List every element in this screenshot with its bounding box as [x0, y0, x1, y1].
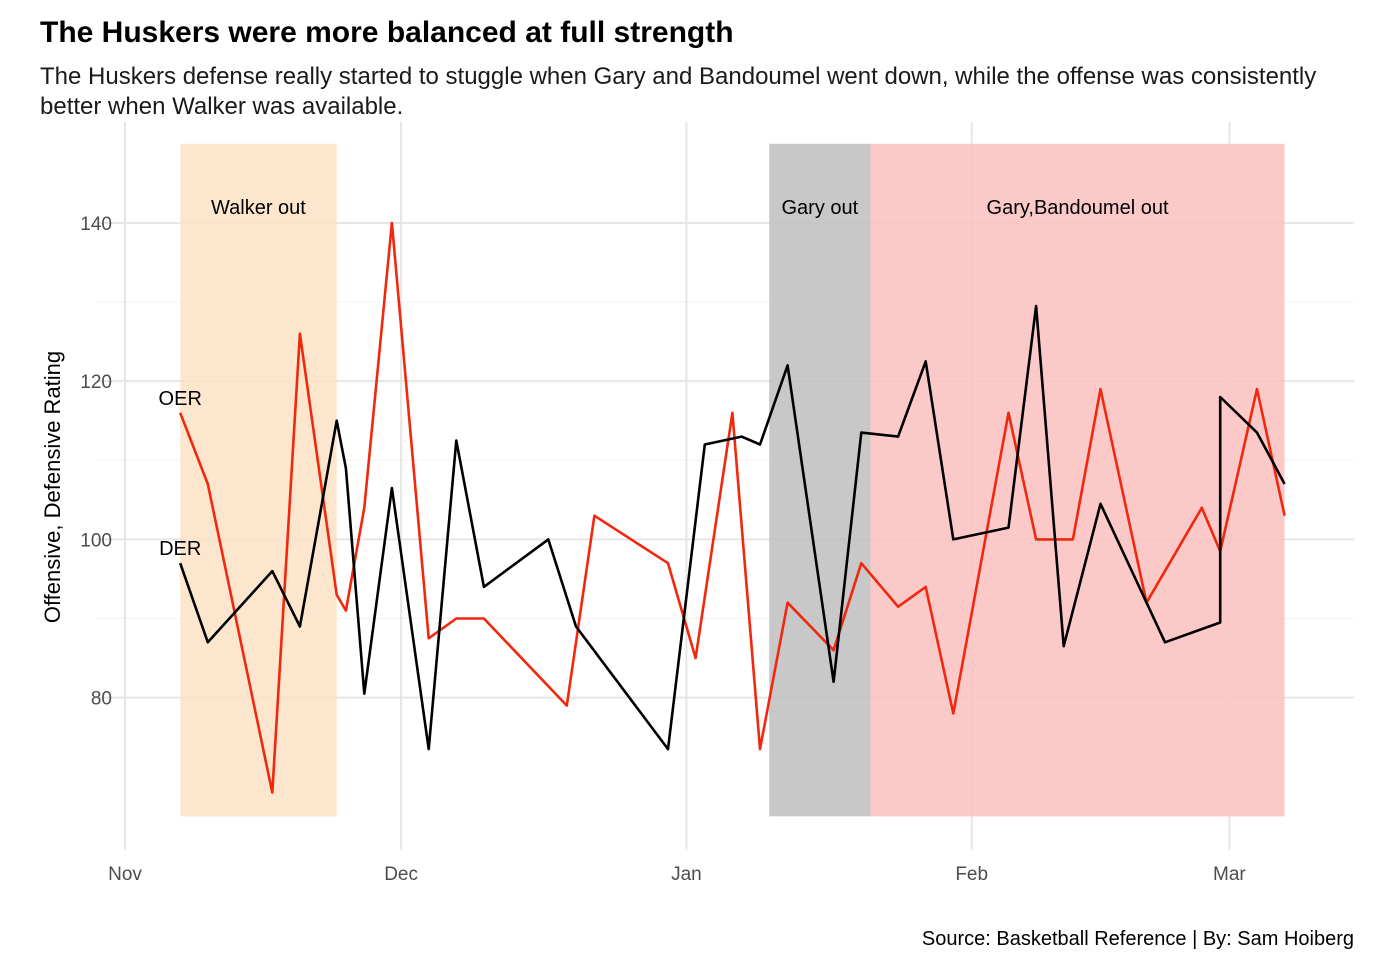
data-point-der: [1256, 431, 1258, 433]
series-line-der: [178, 304, 1286, 751]
data-point-oer: [428, 637, 430, 639]
period-label: Gary,Bandoumel out: [987, 197, 1169, 219]
data-point-oer: [1201, 507, 1203, 509]
y-tick-label: 120: [80, 372, 112, 393]
data-point-oer: [731, 412, 733, 414]
data-point-der: [335, 420, 337, 422]
data-point-der: [1283, 483, 1285, 485]
data-point-der: [179, 562, 181, 564]
x-tick-label: Dec: [384, 864, 418, 885]
data-point-der: [455, 439, 457, 441]
shaded-period: [870, 143, 1285, 817]
x-tick-label: Feb: [955, 864, 988, 885]
x-tick-label: Nov: [108, 864, 142, 885]
data-point-oer: [860, 562, 862, 564]
data-point-oer: [924, 586, 926, 588]
data-point-oer: [207, 483, 209, 485]
series-label-oer: OER: [159, 388, 202, 410]
data-point-der: [207, 641, 209, 643]
data-point-oer: [1283, 514, 1285, 516]
data-point-der: [740, 435, 742, 437]
data-point-oer: [1099, 388, 1101, 390]
data-point-der: [391, 487, 393, 489]
data-point-der: [897, 435, 899, 437]
data-point-oer: [1256, 388, 1258, 390]
y-tick-label: 100: [80, 530, 112, 551]
chart-subtitle: The Huskers defense really started to st…: [40, 63, 1317, 120]
data-point-oer: [391, 222, 393, 224]
y-axis-label: Offensive, Defensive Rating: [40, 351, 65, 623]
data-point-der: [428, 748, 430, 750]
data-point-oer: [759, 748, 761, 750]
data-point-oer: [832, 649, 834, 651]
x-tick-label: Jan: [671, 864, 702, 885]
data-point-oer: [335, 594, 337, 596]
data-point-oer: [952, 712, 954, 714]
shaded-periods: [180, 143, 1285, 817]
source-caption: Source: Basketball Reference | By: Sam H…: [921, 928, 1354, 950]
data-point-oer: [455, 617, 457, 619]
data-point-der: [1164, 641, 1166, 643]
data-point-oer: [566, 704, 568, 706]
data-point-der: [1007, 526, 1009, 528]
data-point-der: [704, 443, 706, 445]
data-point-der: [363, 693, 365, 695]
data-point-der: [1035, 305, 1037, 307]
y-tick-label: 80: [91, 689, 112, 710]
data-point-oer: [694, 657, 696, 659]
x-tick-label: Mar: [1213, 864, 1246, 885]
data-point-der: [667, 748, 669, 750]
period-label: Gary out: [781, 197, 858, 219]
data-point-oer: [271, 791, 273, 793]
data-point-oer: [179, 412, 181, 414]
data-point-der: [860, 431, 862, 433]
series-lines: [178, 221, 1286, 794]
data-point-der: [1099, 503, 1101, 505]
data-point-der: [924, 360, 926, 362]
data-point-oer: [593, 514, 595, 516]
data-point-oer: [345, 609, 347, 611]
data-point-der: [1063, 645, 1065, 647]
axes: 80 100 120 140 Nov Dec Jan Feb Mar: [80, 214, 1246, 885]
chart-title: The Huskers were more balanced at full s…: [40, 16, 734, 49]
data-point-der: [271, 570, 273, 572]
y-tick-label: 140: [80, 214, 112, 235]
data-point-oer: [897, 605, 899, 607]
data-point-der: [483, 586, 485, 588]
data-point-der: [575, 625, 577, 627]
shaded-period: [180, 143, 337, 817]
data-point-oer: [299, 333, 301, 335]
series-line-oer: [178, 221, 1286, 794]
data-point-der: [1219, 621, 1221, 623]
annotations: Walker out Gary out Gary,Bandoumel out OER D…: [159, 197, 1169, 560]
data-point-oer: [1007, 412, 1009, 414]
data-point-oer: [1035, 538, 1037, 540]
data-point-der: [832, 681, 834, 683]
data-point-oer: [1072, 538, 1074, 540]
data-point-oer: [363, 507, 365, 509]
data-point-oer: [483, 617, 485, 619]
data-point-der: [786, 364, 788, 366]
data-point-der: [345, 467, 347, 469]
shaded-period: [769, 143, 871, 817]
data-point-der: [952, 538, 954, 540]
data-point-oer: [667, 562, 669, 564]
data-point-der: [1219, 396, 1221, 398]
series-label-der: DER: [159, 538, 201, 560]
data-point-oer: [786, 602, 788, 604]
data-point-der: [759, 443, 761, 445]
period-label: Walker out: [211, 197, 306, 219]
data-point-der: [299, 625, 301, 627]
data-point-der: [547, 538, 549, 540]
